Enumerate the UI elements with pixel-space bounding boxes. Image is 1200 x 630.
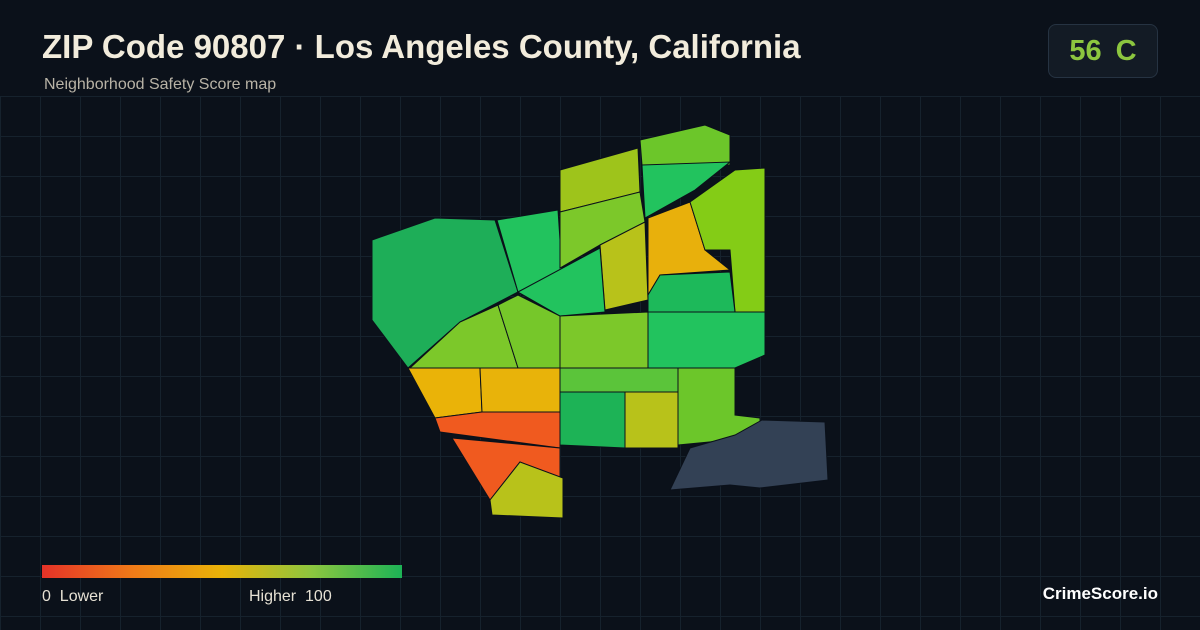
legend-min-label: Lower	[59, 588, 104, 605]
subtitle: Neighborhood Safety Score map	[44, 76, 277, 93]
title: ZIP Code 90807 · Los Angeles County, Cal…	[42, 28, 801, 65]
score-value: 56	[1069, 34, 1102, 67]
header	[0, 0, 1200, 97]
legend-max: Higher 100	[249, 588, 332, 606]
region	[559, 311, 649, 369]
legend-min-value: 0	[42, 588, 51, 605]
region-outside	[669, 419, 829, 491]
region	[559, 391, 626, 449]
region	[489, 461, 564, 519]
region	[647, 271, 736, 313]
region	[434, 411, 561, 449]
score-badge: 56 C	[1048, 24, 1158, 78]
region	[371, 217, 519, 369]
region	[559, 367, 679, 393]
region	[407, 367, 483, 419]
legend-max-label: Higher	[249, 588, 297, 605]
region	[516, 247, 606, 317]
legend-gradient	[42, 565, 402, 578]
brand: CrimeScore.io	[1042, 584, 1158, 603]
region	[479, 367, 561, 413]
region	[639, 124, 731, 166]
score-grade: C	[1115, 34, 1137, 67]
region	[647, 311, 766, 369]
region	[624, 391, 679, 449]
legend-min: 0 Lower	[42, 588, 103, 606]
region	[641, 161, 732, 219]
legend-max-value: 100	[305, 588, 332, 605]
